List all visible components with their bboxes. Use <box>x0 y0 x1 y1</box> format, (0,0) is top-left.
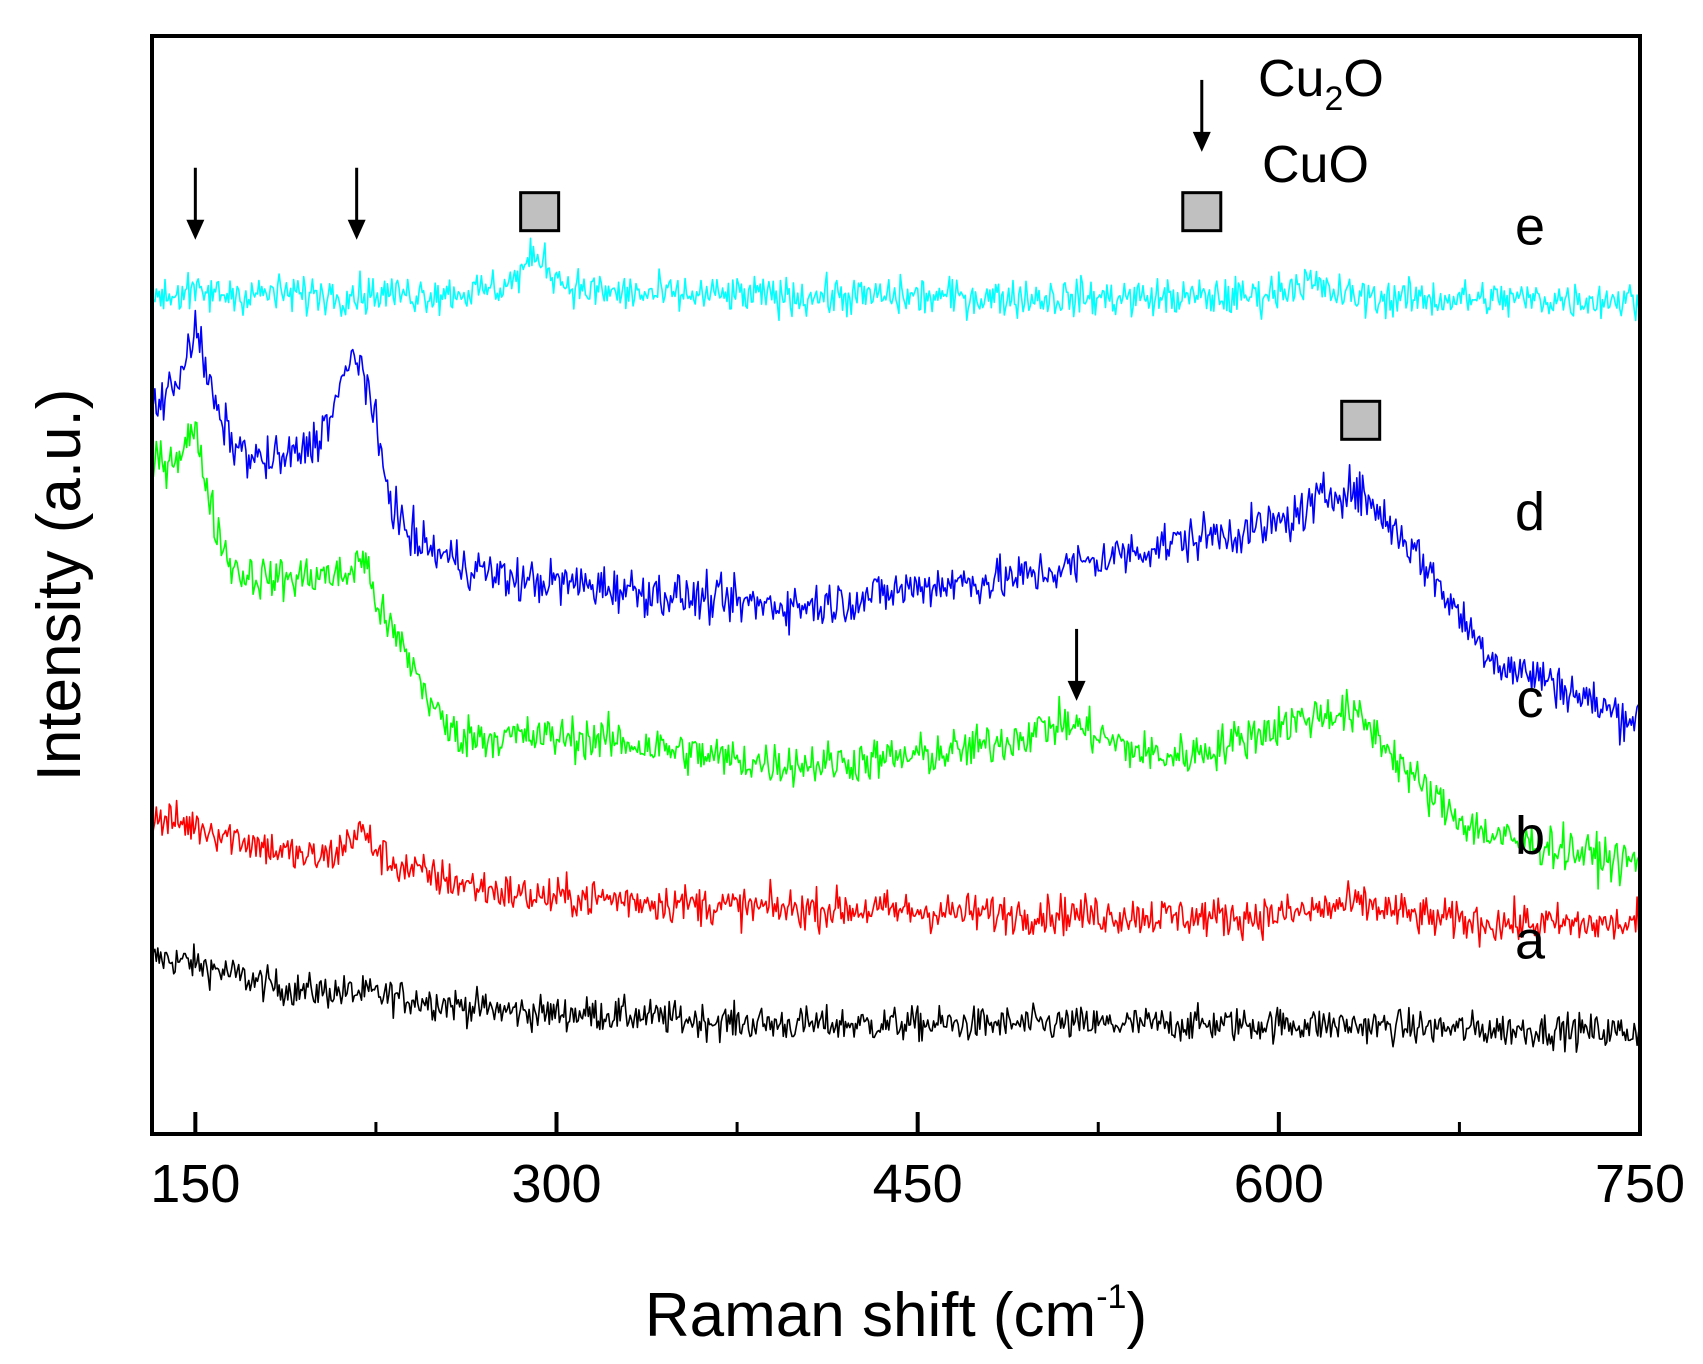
plot-frame <box>150 34 1642 1136</box>
x-tick-label: 150 <box>150 1154 240 1214</box>
series-line-d <box>151 309 1641 746</box>
legend-cu2o-main: Cu <box>1258 50 1324 108</box>
series-line-b <box>151 799 1641 948</box>
x-axis-title-superscript: -1 <box>1096 1278 1126 1316</box>
cu2o-arrow-2 <box>347 167 366 240</box>
series-label-c: c <box>1517 669 1544 729</box>
cuo-marker-3 <box>1340 399 1382 441</box>
series-label-e: e <box>1515 197 1545 257</box>
series-line-a <box>151 943 1641 1053</box>
tick-layer: 150 300 450 600 750 <box>150 1112 1685 1214</box>
series-line-e <box>151 237 1641 322</box>
cuo-marker-2 <box>1181 191 1223 233</box>
series-layer <box>151 237 1641 1053</box>
series-label-b: b <box>1515 806 1545 866</box>
cu2o-arrow-1 <box>186 167 205 240</box>
annotation-layer <box>186 79 1382 701</box>
legend-cuo-label: CuO <box>1262 136 1369 194</box>
x-tick-label: 450 <box>873 1154 963 1214</box>
label-layer: e d c ba <box>1515 197 1546 971</box>
x-tick-label: 750 <box>1595 1154 1685 1214</box>
x-tick-label: 300 <box>511 1154 601 1214</box>
x-axis-title-close: ) <box>1126 1281 1147 1350</box>
legend-cu2o-subscript: 2 <box>1324 80 1343 118</box>
x-axis-title: Raman shift (cm-1) <box>645 1278 1147 1350</box>
series-label-d: d <box>1515 482 1545 542</box>
x-tick-label: 600 <box>1234 1154 1324 1214</box>
cu2o-arrow-4 <box>1192 79 1211 152</box>
legend-cu2o-tail: O <box>1343 50 1383 108</box>
x-axis-title-main: Raman shift (cm <box>645 1281 1096 1350</box>
y-axis-title: Intensity (a.u.) <box>25 389 94 782</box>
series-label-a: a <box>1515 910 1546 970</box>
cu2o-arrow-3 <box>1067 628 1086 701</box>
legend-cu2o-label: Cu2O <box>1258 50 1384 118</box>
series-line-c <box>151 421 1641 890</box>
cuo-marker-1 <box>519 191 561 233</box>
